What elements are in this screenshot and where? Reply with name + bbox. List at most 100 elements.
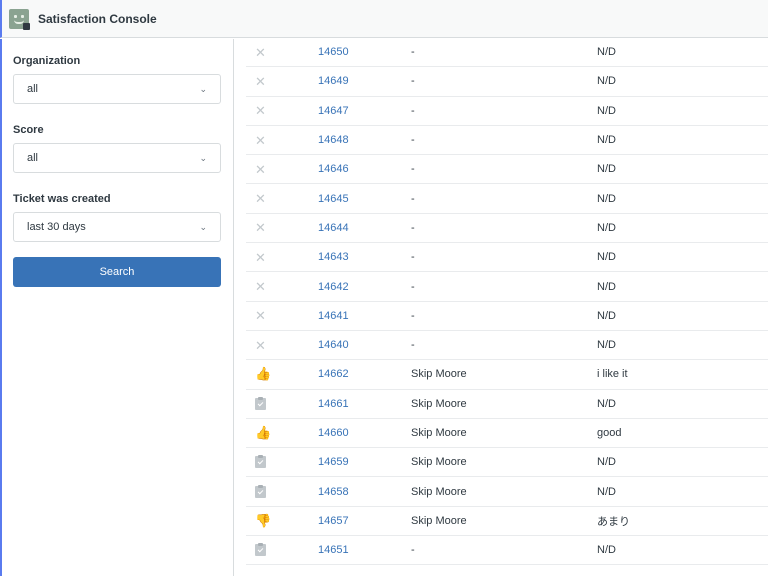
score-cell: ✕ [246, 104, 318, 117]
search-button[interactable]: Search [13, 257, 221, 287]
requester-name: - [411, 309, 415, 322]
score-cell [246, 484, 318, 498]
table-row: ✕ 14643 - N/D [246, 243, 768, 273]
score-cell: ✕ [246, 75, 318, 88]
table-row: 14661 Skip Moore N/D [246, 390, 768, 419]
requester-name: Skip Moore [411, 427, 467, 439]
organization-filter: Organization all ⌄ [13, 55, 221, 104]
created-value: last 30 days [27, 221, 86, 233]
ticket-id-link[interactable]: 14657 [318, 514, 349, 527]
score-select[interactable]: all ⌄ [13, 143, 221, 173]
ticket-id-link[interactable]: 14649 [318, 75, 349, 88]
table-row: 👎 14657 Skip Moore あまり [246, 507, 768, 537]
table-row: ✕ 14640 - N/D [246, 331, 768, 361]
ticket-id-link[interactable]: 14650 [318, 46, 349, 59]
created-filter: Ticket was created last 30 days ⌄ [13, 193, 221, 242]
ticket-id-link[interactable]: 14647 [318, 104, 349, 117]
not-offered-icon: ✕ [255, 44, 266, 60]
not-offered-icon: ✕ [255, 191, 266, 207]
score-cell: ✕ [246, 192, 318, 205]
ticket-id-link[interactable]: 14644 [318, 221, 349, 234]
ticket-id-link[interactable]: 14659 [318, 456, 349, 469]
ticket-id-link[interactable]: 14643 [318, 251, 349, 264]
score-cell: ✕ [246, 134, 318, 147]
comment-text: N/D [597, 309, 616, 322]
requester-name: - [411, 75, 415, 88]
comment-text: N/D [597, 46, 616, 59]
comment-text: N/D [597, 456, 616, 469]
requester-name: Skip Moore [411, 456, 467, 469]
requester-name: - [411, 544, 415, 557]
requester-name: - [411, 163, 415, 176]
table-row: ✕ 14642 - N/D [246, 272, 768, 302]
table-row: ✕ 14641 - N/D [246, 302, 768, 331]
comment-text: N/D [597, 397, 616, 410]
table-row: 👍 14662 Skip Moore i like it [246, 360, 768, 390]
table-row: 14658 Skip Moore N/D [246, 477, 768, 507]
results-table: ✕ 14650 - N/D ✕ 14649 - N/D ✕ 14647 - N/… [246, 38, 768, 566]
score-cell: ✕ [246, 221, 318, 234]
score-cell: 👍 [246, 366, 318, 382]
table-row: 14659 Skip Moore N/D [246, 448, 768, 478]
comment-text: N/D [597, 104, 616, 117]
comment-text: N/D [597, 544, 616, 557]
app-logo-icon [9, 8, 30, 30]
score-cell [246, 396, 318, 410]
comment-text: N/D [597, 251, 616, 264]
requester-name: - [411, 192, 415, 205]
not-offered-icon: ✕ [255, 103, 266, 119]
ticket-id-link[interactable]: 14641 [318, 309, 349, 322]
top-bar: Satisfaction Console [0, 0, 768, 38]
score-cell: ✕ [246, 309, 318, 322]
ticket-id-link[interactable]: 14646 [318, 163, 349, 176]
comment-text: i like it [597, 368, 628, 381]
clipboard-check-icon [255, 484, 266, 498]
organization-value: all [27, 83, 39, 95]
table-row: ✕ 14650 - N/D [246, 38, 768, 68]
requester-name: - [411, 134, 415, 147]
score-cell: ✕ [246, 251, 318, 264]
not-offered-icon: ✕ [255, 132, 266, 148]
table-row: ✕ 14644 - N/D [246, 214, 768, 244]
table-row: ✕ 14648 - N/D [246, 126, 768, 156]
created-label: Ticket was created [13, 193, 111, 205]
table-row: ✕ 14645 - N/D [246, 184, 768, 214]
ticket-id-link[interactable]: 14662 [318, 368, 349, 381]
thumbs-up-icon: 👍 [255, 366, 272, 382]
ticket-id-link[interactable]: 14640 [318, 339, 349, 352]
score-cell [246, 543, 318, 557]
ticket-id-link[interactable]: 14645 [318, 192, 349, 205]
score-cell: ✕ [246, 280, 318, 293]
ticket-id-link[interactable]: 14660 [318, 427, 349, 439]
chevron-down-icon: ⌄ [199, 152, 207, 163]
ticket-id-link[interactable]: 14651 [318, 544, 349, 557]
requester-name: - [411, 221, 415, 234]
requester-name: - [411, 251, 415, 264]
table-row: ✕ 14646 - N/D [246, 155, 768, 185]
ticket-id-link[interactable]: 14658 [318, 485, 349, 498]
comment-text: N/D [597, 221, 616, 234]
ticket-id-link[interactable]: 14648 [318, 134, 349, 147]
comment-text: N/D [597, 134, 616, 147]
not-offered-icon: ✕ [255, 337, 266, 353]
ticket-id-link[interactable]: 14661 [318, 397, 349, 410]
organization-label: Organization [13, 55, 81, 67]
requester-name: Skip Moore [411, 485, 467, 498]
requester-name: Skip Moore [411, 397, 467, 410]
score-value: all [27, 152, 39, 164]
comment-text: あまり [597, 515, 630, 528]
requester-name: Skip Moore [411, 368, 467, 381]
table-row: 14651 - N/D [246, 536, 768, 566]
score-cell: 👎 [246, 513, 318, 529]
organization-select[interactable]: all ⌄ [13, 74, 221, 104]
comment-text: N/D [597, 339, 616, 352]
score-cell: ✕ [246, 339, 318, 352]
ticket-id-link[interactable]: 14642 [318, 280, 349, 293]
filter-sidebar: Organization all ⌄ Score all ⌄ Ticket wa… [0, 39, 234, 576]
score-cell: ✕ [246, 46, 318, 59]
created-select[interactable]: last 30 days ⌄ [13, 212, 221, 242]
table-row: 👍 14660 Skip Moore good [246, 419, 768, 449]
score-filter: Score all ⌄ [13, 124, 221, 173]
clipboard-check-icon [255, 396, 266, 410]
not-offered-icon: ✕ [255, 73, 266, 89]
